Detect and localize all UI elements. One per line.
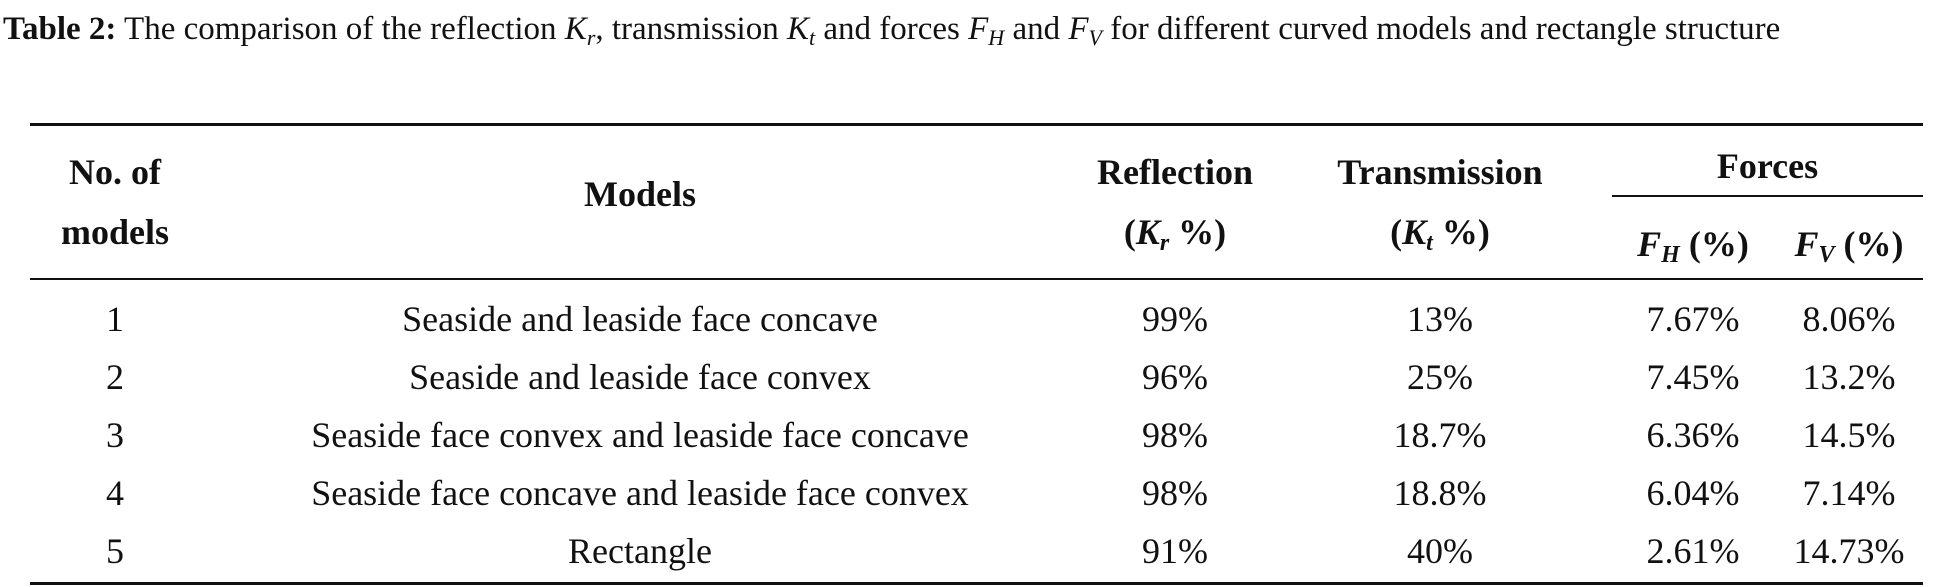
table-caption: Table 2: The comparison of the reflectio… [3, 4, 1953, 55]
cell-fv: 14.73% [1793, 531, 1905, 571]
cell-no: 5 [106, 531, 124, 571]
table-top-rule [30, 123, 1923, 126]
cell-model: Seaside and leaside face concave [402, 299, 878, 339]
kr-sub: r [586, 25, 596, 50]
cell-fh: 2.61% [1646, 531, 1740, 571]
table-bottom-rule [30, 582, 1923, 585]
caption-text: and forces [815, 11, 969, 47]
table-row: 3 Seaside face convex and leaside face c… [0, 406, 1956, 464]
header-reflection: Reflection (Kr %) [1097, 152, 1253, 256]
cell-fh: 7.45% [1646, 357, 1740, 397]
caption-text: , transmission [595, 11, 787, 47]
caption-text: The comparison of the reflection [116, 11, 565, 47]
fh-sub: H [988, 25, 1005, 50]
kt-sub: t [808, 25, 816, 50]
cell-model: Seaside face convex and leaside face con… [311, 415, 969, 455]
cell-transmission: 25% [1407, 357, 1473, 397]
table-header-rule [30, 278, 1923, 280]
table-row: 2 Seaside and leaside face convex 96% 25… [0, 348, 1956, 406]
cell-no: 1 [106, 299, 124, 339]
cell-no: 4 [106, 473, 124, 513]
caption-text: for different curved models and rectangl… [1101, 11, 1781, 47]
cell-model: Seaside face concave and leaside face co… [311, 473, 969, 513]
cell-transmission: 18.8% [1393, 473, 1487, 513]
cell-fv: 13.2% [1802, 357, 1896, 397]
cell-reflection: 96% [1142, 357, 1208, 397]
forces-group-rule [1612, 195, 1923, 197]
header-forces: Forces [1716, 146, 1819, 186]
kr-symbol: K [564, 11, 587, 47]
caption-label: Table 2: [3, 11, 117, 47]
header-fh: FH (%) [1637, 224, 1749, 268]
fh-symbol: F [968, 11, 989, 47]
cell-model: Rectangle [568, 531, 712, 571]
header-no-of-models: No. of models [61, 152, 169, 252]
cell-transmission: 18.7% [1393, 415, 1487, 455]
table-row: 1 Seaside and leaside face concave 99% 1… [0, 290, 1956, 348]
cell-fh: 6.04% [1646, 473, 1740, 513]
cell-no: 3 [106, 415, 124, 455]
cell-transmission: 13% [1407, 299, 1473, 339]
cell-fv: 14.5% [1802, 415, 1896, 455]
table-body: 1 Seaside and leaside face concave 99% 1… [0, 290, 1956, 580]
cell-reflection: 91% [1142, 531, 1208, 571]
cell-model: Seaside and leaside face convex [409, 357, 871, 397]
cell-fv: 7.14% [1802, 473, 1896, 513]
header-transmission: Transmission (Kt %) [1337, 152, 1543, 256]
cell-reflection: 98% [1142, 473, 1208, 513]
header-fv: FV (%) [1794, 224, 1904, 268]
cell-reflection: 98% [1142, 415, 1208, 455]
kt-symbol: K [786, 11, 809, 47]
cell-no: 2 [106, 357, 124, 397]
cell-fh: 6.36% [1646, 415, 1740, 455]
header-models: Models [584, 174, 696, 214]
table-row: 5 Rectangle 91% 40% 2.61% 14.73% [0, 522, 1956, 580]
cell-fv: 8.06% [1802, 299, 1896, 339]
cell-fh: 7.67% [1646, 299, 1740, 339]
cell-transmission: 40% [1407, 531, 1473, 571]
caption-text: and [1004, 11, 1069, 47]
table-row: 4 Seaside face concave and leaside face … [0, 464, 1956, 522]
cell-reflection: 99% [1142, 299, 1208, 339]
fv-sub: V [1088, 25, 1102, 50]
fv-symbol: F [1068, 11, 1089, 47]
